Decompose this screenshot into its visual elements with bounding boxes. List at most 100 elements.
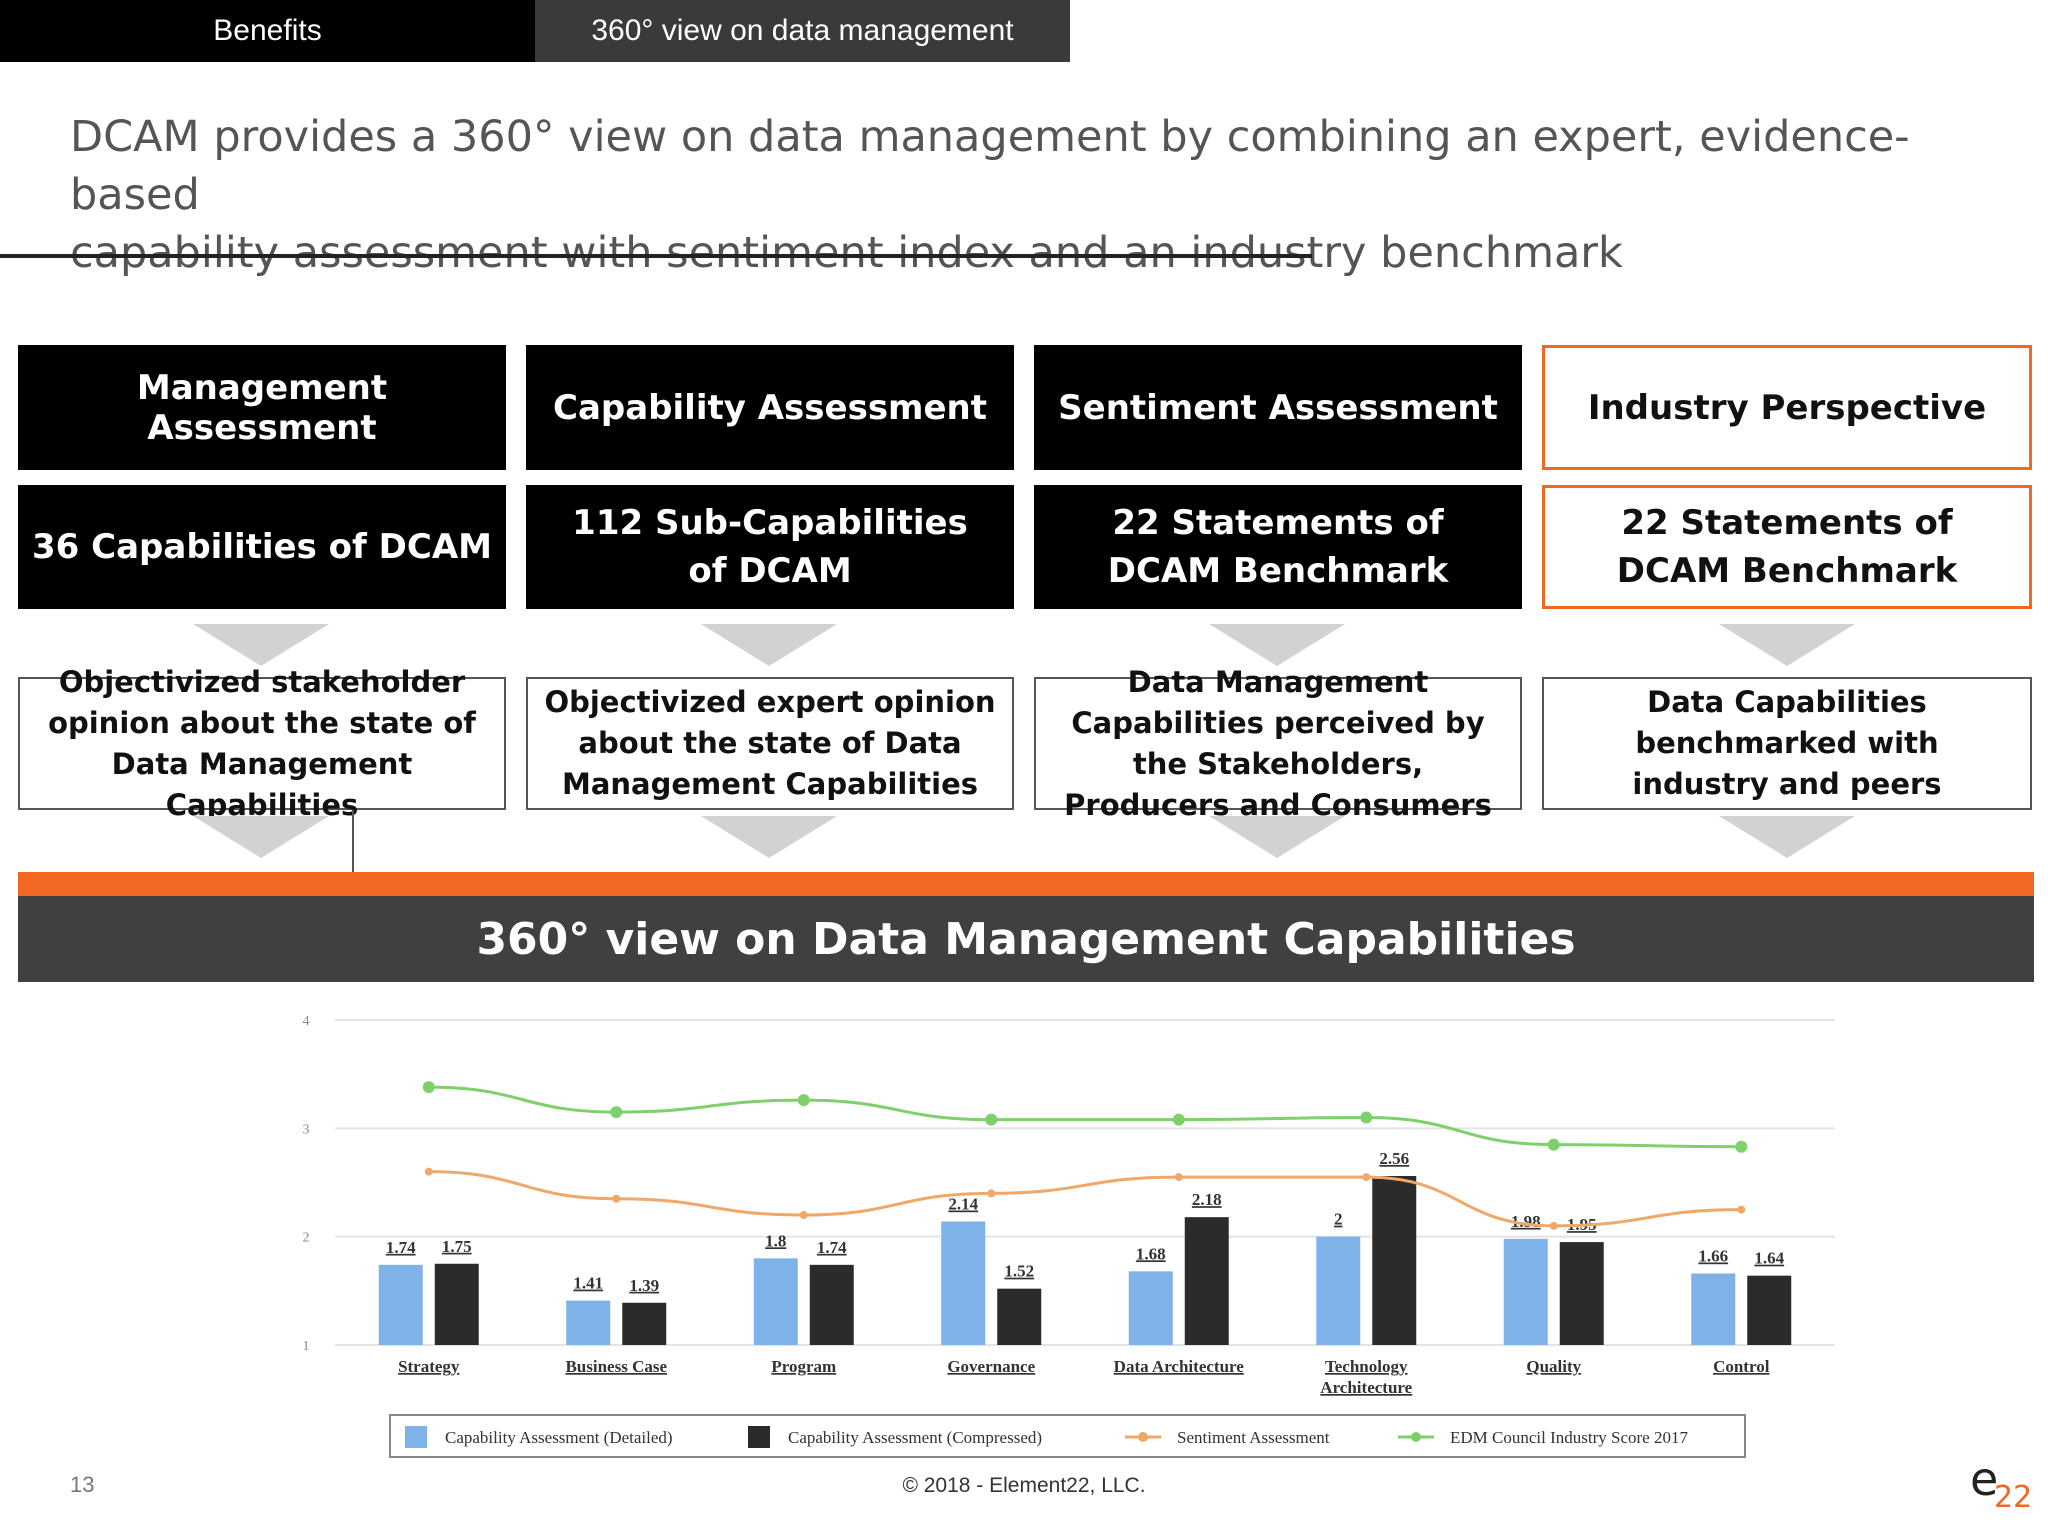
bar-value-label: 1.52 — [1004, 1262, 1034, 1281]
bar-detailed — [753, 1258, 798, 1345]
legend-label: Capability Assessment (Compressed) — [788, 1428, 1042, 1447]
title-divider — [0, 254, 1312, 258]
bar-value-label: 1.74 — [386, 1238, 416, 1257]
bar-compressed — [1184, 1217, 1229, 1345]
x-axis-label: Business Case — [565, 1357, 667, 1376]
industry-score-point — [610, 1106, 623, 1119]
bar-detailed — [566, 1300, 611, 1345]
bar-detailed — [941, 1221, 986, 1345]
x-axis-label: Governance — [947, 1357, 1035, 1376]
sentiment-point — [987, 1189, 996, 1198]
bar-compressed — [809, 1264, 854, 1345]
bar-value-label: 2.56 — [1379, 1149, 1409, 1168]
logo-letter: e — [1970, 1452, 1999, 1506]
chart-legend: Capability Assessment (Detailed) Capabili… — [389, 1414, 1746, 1458]
bar-value-label: 1.41 — [573, 1274, 603, 1293]
management-assessment-description: Objectivized stakeholder opinion about t… — [18, 665, 506, 822]
tab-benefits[interactable]: Benefits — [0, 0, 535, 62]
legend-swatch — [405, 1426, 427, 1448]
legend-swatch — [748, 1426, 770, 1448]
industry-score-point — [1360, 1111, 1373, 1124]
legend-label: EDM Council Industry Score 2017 — [1450, 1428, 1688, 1447]
industry-score-point — [1735, 1140, 1748, 1153]
sentiment-point — [1549, 1221, 1558, 1230]
sentiment-point — [424, 1167, 433, 1176]
industry-perspective-description: Data Capabilities benchmarked with indus… — [1542, 677, 2032, 810]
capability-assessment-header: Capability Assessment — [526, 345, 1014, 470]
tab-360-view[interactable]: 360° view on data management — [535, 0, 1070, 62]
x-axis-label: Control — [1713, 1357, 1770, 1376]
sentiment-assessment-subtitle: 22 Statements of DCAM Benchmark — [1034, 485, 1522, 609]
page-number: 13 — [70, 1472, 95, 1497]
sentiment-assessment-description: Data Management Capabilities perceived b… — [1034, 665, 1522, 822]
y-tick-label: 2 — [303, 1231, 310, 1246]
bar-detailed — [1128, 1271, 1173, 1345]
x-axis-label: Architecture — [1320, 1378, 1412, 1397]
down-arrow-icon — [701, 816, 837, 858]
sentiment-point — [1362, 1173, 1371, 1182]
legend-label: Sentiment Assessment — [1177, 1428, 1330, 1447]
bar-detailed — [1316, 1236, 1361, 1345]
y-tick-label: 4 — [303, 1014, 310, 1029]
page-title-line-1: DCAM provides a 360° view on data manage… — [70, 112, 1910, 220]
chart-grid — [335, 1019, 1835, 1346]
page-title: DCAM provides a 360° view on data manage… — [70, 108, 1970, 282]
chart-lines — [422, 1081, 1748, 1230]
down-arrow-icon — [1209, 624, 1345, 666]
page-title-line-2: capability assessment with sentiment ind… — [70, 228, 1623, 278]
bar-compressed — [1559, 1242, 1604, 1345]
down-arrow-icon — [193, 816, 329, 858]
bar-detailed — [1691, 1273, 1736, 1345]
x-axis-label: Data Architecture — [1114, 1357, 1245, 1376]
bar-value-label: 2.14 — [948, 1195, 978, 1214]
bar-value-label: 1.39 — [629, 1276, 659, 1295]
x-axis-label: Strategy — [398, 1357, 460, 1376]
sentiment-point — [612, 1194, 621, 1203]
industry-score-point — [1547, 1138, 1560, 1151]
bar-value-label: 1.66 — [1698, 1247, 1728, 1266]
bar-value-labels: 1.741.411.82.141.682 1.981.661.751.391.74… — [386, 1149, 1785, 1295]
logo-number: 22 — [1994, 1480, 2033, 1515]
bar-compressed — [997, 1288, 1042, 1345]
legend-label: Capability Assessment (Detailed) — [445, 1428, 673, 1447]
bar-compressed — [434, 1263, 479, 1345]
bar-detailed — [1503, 1238, 1548, 1345]
x-axis-label: Technology — [1325, 1357, 1408, 1376]
sentiment-assessment-header: Sentiment Assessment — [1034, 345, 1522, 470]
industry-perspective-subtitle: 22 Statements of DCAM Benchmark — [1542, 485, 2032, 609]
element22-logo: e 22 — [1968, 1452, 2032, 1515]
x-axis-labels: Strategy Business Case Program Governance Da… — [398, 1357, 1770, 1397]
industry-score-line — [428, 1085, 1742, 1149]
industry-score-point — [1172, 1113, 1185, 1126]
accent-bar — [18, 872, 2034, 896]
down-arrow-icon — [1719, 624, 1855, 666]
down-arrow-icon — [701, 624, 837, 666]
down-arrow-icon — [193, 624, 329, 666]
y-tick-label: 3 — [303, 1122, 310, 1137]
bar-detailed — [378, 1264, 423, 1345]
bar-value-label: 2 — [1334, 1210, 1343, 1229]
bar-compressed — [1372, 1176, 1417, 1345]
bar-value-label: 1.74 — [817, 1238, 847, 1257]
chart-bars — [378, 1176, 1792, 1345]
copyright: © 2018 - Element22, LLC. — [902, 1474, 1146, 1497]
industry-perspective-header: Industry Perspective — [1542, 345, 2032, 470]
connector-line — [352, 810, 354, 872]
management-assessment-header: Management Assessment — [18, 345, 506, 470]
bar-value-label: 2.18 — [1192, 1190, 1222, 1209]
legend-box — [389, 1414, 1746, 1458]
down-arrow-icon — [1209, 816, 1345, 858]
x-axis-label: Program — [771, 1357, 836, 1376]
sentiment-point — [1737, 1205, 1746, 1214]
bar-value-label: 1.64 — [1754, 1249, 1784, 1268]
industry-score-point — [985, 1113, 998, 1126]
capability-assessment-description: Objectivized expert opinion about the st… — [526, 677, 1014, 810]
sentiment-point — [1174, 1173, 1183, 1182]
bar-value-label: 1.8 — [765, 1231, 786, 1250]
management-assessment-subtitle: 36 Capabilities of DCAM — [18, 485, 506, 609]
industry-score-point — [797, 1094, 810, 1107]
sentiment-line — [428, 1170, 1742, 1228]
y-tick-label: 1 — [303, 1339, 310, 1354]
legend-marker — [1411, 1432, 1421, 1442]
